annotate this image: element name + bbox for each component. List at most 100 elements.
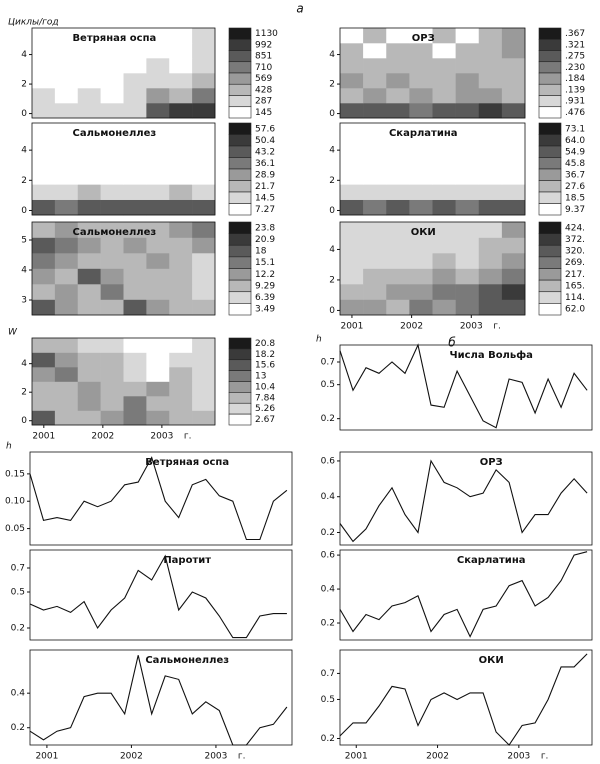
colorbar-label: 10.4 [255, 382, 275, 392]
colorbar-swatch [228, 27, 252, 40]
colorbar-label: 15.1 [255, 258, 275, 268]
heat-cell [100, 169, 124, 185]
heat-cell [386, 169, 410, 185]
colorbar-swatch [538, 38, 562, 51]
heat-cell [501, 299, 526, 316]
colorbar-label: 9.29 [255, 281, 275, 291]
heat-cell [340, 222, 364, 238]
heat-cell [77, 169, 101, 185]
heat-cell [363, 253, 387, 269]
heat-cell [455, 268, 480, 285]
heat-cell [77, 153, 101, 170]
heat-cell [192, 253, 216, 269]
heat-cell [478, 284, 503, 300]
heat-cell [192, 299, 216, 316]
heat-cell [501, 169, 526, 185]
colorbar-swatch [538, 83, 562, 96]
colorbar-label: 64.0 [565, 136, 585, 146]
heat-cell [455, 253, 480, 269]
heat-cell [478, 184, 503, 200]
heat-cell [192, 367, 216, 382]
colorbar-label: 28.9 [255, 170, 275, 180]
colorbar-swatch [538, 157, 562, 170]
heat-cell [192, 43, 216, 59]
x-tick-label: 2003 [204, 752, 227, 762]
heat-cell [100, 284, 124, 300]
heat-cell [363, 222, 387, 238]
y-tick-label: 0.5 [321, 380, 335, 390]
heat-cell [32, 169, 56, 185]
heat-cell [146, 153, 170, 170]
heat-cell [478, 58, 503, 74]
colorbar-swatch [228, 291, 252, 304]
heat-cell [432, 88, 456, 104]
heat-cell [386, 199, 410, 216]
chart-title: ОКИ [479, 655, 504, 666]
heat-cell [54, 184, 79, 200]
heat-cell [501, 88, 526, 104]
heat-cell [146, 88, 170, 104]
heat-cell [123, 237, 147, 254]
colorbar-swatch [228, 221, 252, 234]
colorbar-swatch [228, 38, 252, 51]
heat-cell [100, 43, 124, 59]
x-tick-label: 2001 [340, 322, 363, 332]
heat-cell [432, 284, 456, 300]
heat-cell [432, 43, 456, 59]
line [339, 653, 588, 746]
chart-title: Скарлатина [457, 555, 526, 566]
heat-cell [432, 299, 456, 316]
colorbar-label: 9.37 [565, 205, 585, 215]
colorbar-swatch [538, 122, 562, 135]
heat-cell [123, 338, 147, 353]
colorbar-swatch [228, 359, 252, 371]
heat-cell [340, 184, 364, 200]
heat-cell [363, 153, 387, 170]
colorbar-swatch [228, 233, 252, 246]
colorbar-label: 7.27 [255, 205, 275, 215]
heat-cell [409, 199, 433, 216]
heat-cell [340, 88, 364, 104]
colorbar-swatch [538, 180, 562, 193]
heat-cell [123, 222, 147, 238]
heat-cell [32, 88, 56, 104]
colorbar-label: 45.8 [565, 159, 585, 169]
heat-cell [455, 73, 480, 89]
colorbar-swatch [228, 157, 252, 170]
heat-cell [146, 184, 170, 200]
heat-cell [77, 28, 101, 44]
colorbar-swatch [228, 122, 252, 135]
x-tick-label: 2002 [120, 752, 143, 762]
colorbar-label: 851 [255, 52, 272, 62]
y-tick-label: 0 [329, 109, 335, 119]
heat-cell [169, 268, 193, 285]
y-tick-label: 4 [21, 50, 27, 60]
y-tick-label: 0.15 [5, 469, 25, 479]
plot-frame [339, 344, 593, 431]
y-axis-label: h [6, 442, 12, 452]
colorbar-label: 269. [565, 258, 585, 268]
heat-cell [54, 381, 79, 397]
heat-cell [54, 103, 79, 119]
y-tick-label: 0 [21, 109, 27, 119]
colorbar-swatch [538, 268, 562, 281]
heat-cell [432, 169, 456, 185]
heat-cell [386, 28, 410, 44]
heat-cell [478, 169, 503, 185]
heat-cell [123, 199, 147, 216]
colorbar-label: 18.2 [255, 350, 275, 360]
heat-cell [340, 138, 364, 154]
x-tick-label: 2002 [426, 752, 449, 762]
heat-cell [77, 253, 101, 269]
heat-cell [386, 184, 410, 200]
colorbar-label: 372. [565, 235, 585, 245]
heat-cell [100, 367, 124, 382]
heat-cell [54, 73, 79, 89]
colorbar-swatch [228, 106, 252, 119]
heat-cell [478, 237, 503, 254]
heat-cell [363, 73, 387, 89]
heat-cell [386, 253, 410, 269]
colorbar-swatch [538, 244, 562, 258]
heat-cell [32, 103, 56, 119]
colorbar-label: 428 [255, 85, 272, 95]
